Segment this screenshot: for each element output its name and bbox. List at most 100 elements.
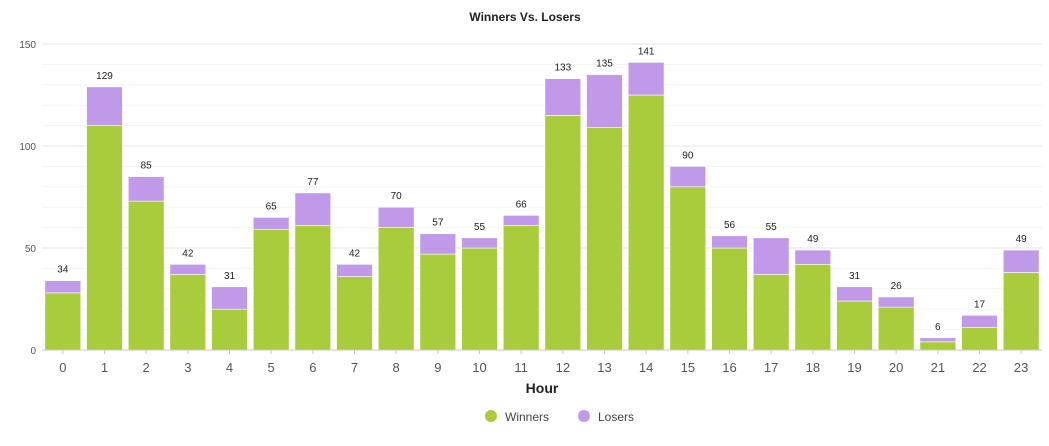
total-label-19: 31 bbox=[849, 271, 861, 282]
y-tick-label: 100 bbox=[19, 142, 36, 153]
bar-losers-11[interactable] bbox=[502, 215, 540, 226]
total-label-10: 55 bbox=[474, 222, 486, 233]
bar-winners-12[interactable] bbox=[544, 115, 582, 351]
bar-losers-19[interactable] bbox=[836, 286, 873, 302]
bar-losers-14[interactable] bbox=[627, 62, 665, 96]
bar-losers-3[interactable] bbox=[169, 264, 207, 275]
x-tick-label: 22 bbox=[972, 360, 986, 375]
x-tick-label: 9 bbox=[434, 360, 441, 375]
total-label-7: 42 bbox=[349, 248, 361, 259]
x-tick-label: 19 bbox=[847, 360, 861, 375]
bar-winners-8[interactable] bbox=[377, 227, 415, 351]
x-tick-label: 21 bbox=[931, 360, 945, 375]
total-label-16: 56 bbox=[724, 220, 736, 231]
bar-losers-22[interactable] bbox=[961, 315, 998, 328]
y-tick-label: 0 bbox=[30, 346, 36, 357]
bar-losers-10[interactable] bbox=[461, 237, 498, 249]
total-label-12: 133 bbox=[554, 63, 571, 74]
bar-losers-7[interactable] bbox=[336, 264, 373, 277]
bar-winners-4[interactable] bbox=[211, 308, 248, 351]
bar-losers-0[interactable] bbox=[44, 280, 82, 294]
x-tick-label: 14 bbox=[639, 360, 653, 375]
x-tick-label: 0 bbox=[59, 360, 66, 375]
bar-losers-18[interactable] bbox=[794, 249, 832, 265]
total-label-3: 42 bbox=[182, 248, 194, 259]
bar-winners-22[interactable] bbox=[961, 327, 998, 351]
x-tick-label: 1 bbox=[101, 360, 108, 375]
x-tick-label: 13 bbox=[597, 360, 611, 375]
x-axis-title: Hour bbox=[526, 380, 559, 396]
bar-winners-15[interactable] bbox=[669, 186, 707, 351]
bar-losers-16[interactable] bbox=[711, 235, 748, 249]
bar-winners-19[interactable] bbox=[836, 300, 873, 351]
bar-losers-2[interactable] bbox=[127, 176, 165, 202]
bar-losers-4[interactable] bbox=[211, 286, 248, 310]
bar-winners-1[interactable] bbox=[86, 125, 123, 351]
bar-winners-6[interactable] bbox=[294, 225, 332, 351]
bar-losers-5[interactable] bbox=[252, 217, 290, 230]
total-label-0: 34 bbox=[57, 265, 69, 276]
bar-losers-23[interactable] bbox=[1002, 249, 1040, 273]
bar-winners-18[interactable] bbox=[794, 264, 832, 351]
total-label-1: 129 bbox=[96, 71, 113, 82]
x-axis-ticks: 0 1 2 3 4 5 6 7 8 9 10 11 12 13 14 15 16 17 18 19 20 21 22 23 bbox=[59, 350, 1028, 375]
bar-winners-5[interactable] bbox=[252, 229, 290, 351]
bar-winners-7[interactable] bbox=[336, 276, 373, 351]
bar-losers-12[interactable] bbox=[544, 78, 582, 116]
bar-winners-17[interactable] bbox=[752, 274, 790, 351]
chart-title: Winners Vs. Losers bbox=[469, 10, 581, 24]
x-tick-label: 6 bbox=[309, 360, 316, 375]
legend[interactable]: Winners Losers bbox=[485, 410, 634, 424]
x-tick-label: 15 bbox=[681, 360, 695, 375]
legend-item-winners[interactable]: Winners bbox=[485, 410, 549, 424]
bar-winners-11[interactable] bbox=[502, 225, 540, 351]
legend-item-losers[interactable]: Losers bbox=[578, 410, 634, 424]
total-label-21: 6 bbox=[935, 322, 941, 333]
x-tick-label: 20 bbox=[889, 360, 903, 375]
legend-label: Losers bbox=[598, 410, 634, 424]
bar-winners-16[interactable] bbox=[711, 247, 748, 351]
bar-winners-10[interactable] bbox=[461, 247, 498, 351]
x-tick-label: 8 bbox=[393, 360, 400, 375]
total-label-13: 135 bbox=[596, 59, 613, 70]
bar-losers-15[interactable] bbox=[669, 166, 707, 188]
y-tick-label: 50 bbox=[25, 244, 37, 255]
bar-winners-0[interactable] bbox=[44, 292, 82, 351]
bar-winners-21[interactable] bbox=[919, 341, 957, 351]
bar-winners-9[interactable] bbox=[419, 253, 457, 351]
bar-losers-6[interactable] bbox=[294, 192, 332, 226]
bar-losers-9[interactable] bbox=[419, 233, 457, 255]
bar-winners-20[interactable] bbox=[877, 306, 915, 351]
total-label-20: 26 bbox=[891, 281, 903, 292]
legend-swatch-icon bbox=[485, 410, 497, 422]
bar-losers-1[interactable] bbox=[86, 86, 123, 126]
total-label-6: 77 bbox=[307, 177, 319, 188]
bar-losers-20[interactable] bbox=[877, 296, 915, 308]
total-label-2: 85 bbox=[141, 161, 153, 172]
total-label-22: 17 bbox=[974, 299, 986, 310]
bar-winners-14[interactable] bbox=[627, 94, 665, 351]
total-label-15: 90 bbox=[682, 150, 694, 161]
x-tick-label: 18 bbox=[806, 360, 820, 375]
total-label-8: 70 bbox=[391, 191, 403, 202]
bar-winners-2[interactable] bbox=[127, 200, 165, 351]
bar-losers-21[interactable] bbox=[919, 337, 957, 343]
bar-losers-8[interactable] bbox=[377, 206, 415, 228]
bar-winners-13[interactable] bbox=[586, 127, 623, 351]
bar-winners-23[interactable] bbox=[1002, 272, 1040, 351]
legend-swatch-icon bbox=[578, 410, 590, 422]
bar-winners-3[interactable] bbox=[169, 274, 207, 351]
total-label-4: 31 bbox=[224, 271, 236, 282]
total-label-11: 66 bbox=[516, 199, 528, 210]
total-label-5: 65 bbox=[266, 201, 278, 212]
x-tick-label: 3 bbox=[184, 360, 191, 375]
legend-label: Winners bbox=[505, 410, 549, 424]
x-tick-label: 7 bbox=[351, 360, 358, 375]
bar-losers-13[interactable] bbox=[586, 74, 623, 128]
bars bbox=[44, 62, 1040, 351]
total-label-9: 57 bbox=[432, 218, 444, 229]
total-label-17: 55 bbox=[766, 222, 778, 233]
y-axis-ticks: 0 50 100 150 bbox=[19, 40, 36, 357]
bar-losers-17[interactable] bbox=[752, 237, 790, 275]
